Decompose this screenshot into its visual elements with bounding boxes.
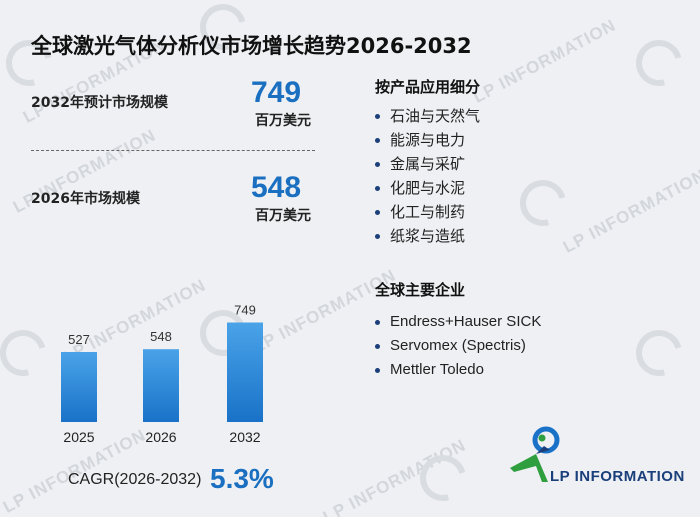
- watermark-text: LP INFORMATION: [320, 435, 470, 517]
- company-item: Mettler Toledo: [375, 358, 541, 382]
- segment-item: 石油与天然气: [375, 104, 480, 128]
- section-divider: [31, 150, 315, 151]
- category-label: 2032: [229, 429, 260, 445]
- lp-watermark-icon: [511, 171, 575, 235]
- bar-2026: [143, 349, 179, 422]
- cagr-label: CAGR(2026-2032): [68, 471, 202, 488]
- current-size-unit: 百万美元: [255, 208, 311, 224]
- lp-watermark-icon: [411, 446, 475, 510]
- current-size-label: 2026年市场规模: [31, 191, 140, 207]
- watermark-text: LP INFORMATION: [470, 15, 620, 107]
- cagr-value: 5.3%: [210, 463, 274, 494]
- category-label: 2026: [145, 429, 176, 445]
- segment-item: 能源与电力: [375, 128, 480, 152]
- segments-list: 石油与天然气 能源与电力 金属与采矿 化肥与水泥 化工与制药 纸浆与造纸: [375, 104, 480, 248]
- segment-item: 纸浆与造纸: [375, 224, 480, 248]
- category-label: 2025: [63, 429, 94, 445]
- forecast-size-label: 2032年预计市场规模: [31, 95, 168, 111]
- page-title: 全球激光气体分析仪市场增长趋势2026-2032: [31, 34, 472, 58]
- forecast-size-value: 749: [250, 76, 302, 109]
- current-size-value: 548: [250, 171, 302, 204]
- bar-2032: [227, 322, 263, 422]
- segment-item: 金属与采矿: [375, 152, 480, 176]
- lp-watermark-icon: [627, 321, 691, 385]
- market-size-bar-chart: 527 2025 548 2026 749 2032: [61, 303, 263, 445]
- brand-logo: LP INFORMATION: [506, 424, 686, 494]
- lp-information-logo-icon: [510, 426, 560, 482]
- bar-2025: [61, 351, 97, 422]
- companies-list: Endress+Hauser SICK Servomex (Spectris) Me…: [375, 310, 541, 382]
- bar-value-label: 548: [150, 329, 172, 344]
- company-item: Servomex (Spectris): [375, 334, 541, 358]
- bar-value-label: 749: [234, 303, 256, 318]
- brand-name: LP INFORMATION: [550, 468, 685, 485]
- segments-heading: 按产品应用细分: [375, 78, 481, 96]
- lp-watermark-icon: [627, 31, 691, 95]
- forecast-size-unit: 百万美元: [255, 113, 311, 129]
- company-item: Endress+Hauser SICK: [375, 310, 541, 334]
- segment-item: 化工与制药: [375, 200, 480, 224]
- bar-value-label: 527: [68, 332, 90, 347]
- watermark-text: LP INFORMATION: [560, 165, 700, 257]
- companies-heading: 全球主要企业: [375, 281, 466, 299]
- segment-item: 化肥与水泥: [375, 176, 480, 200]
